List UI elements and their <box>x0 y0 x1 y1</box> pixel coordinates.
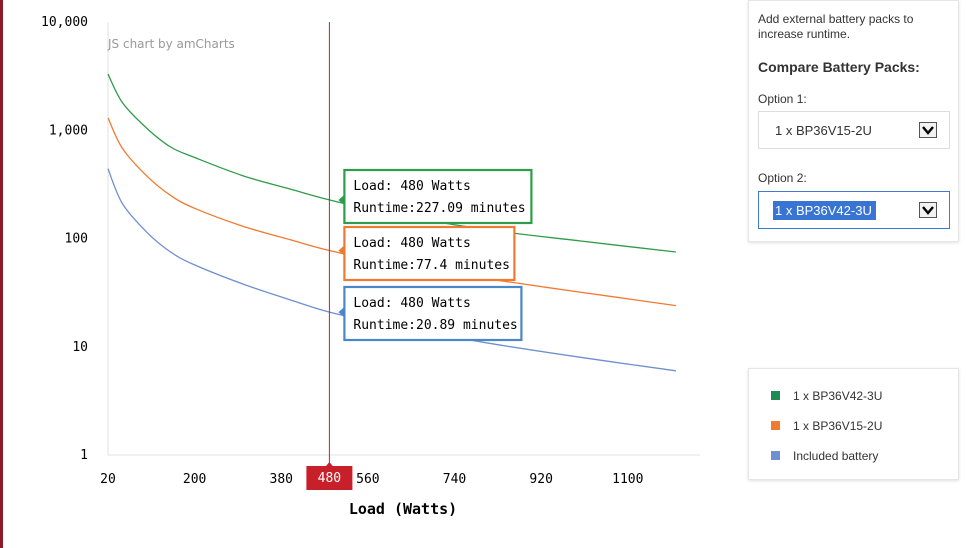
tooltip-pointer <box>338 244 346 257</box>
tooltip-runtime: Runtime:77.4 minutes <box>353 258 510 273</box>
tooltip-pointer <box>338 193 346 206</box>
tooltip-box <box>343 285 523 342</box>
series-line-0 <box>107 73 676 253</box>
option1-label: Option 1: <box>758 92 807 106</box>
tooltip-load: Load: 480 Watts <box>353 179 470 194</box>
option2-label: Option 2: <box>758 171 807 185</box>
y-tick-label: 1,000 <box>49 123 88 138</box>
chart-cursor: 480 <box>306 22 353 490</box>
tooltip-box <box>343 225 516 282</box>
tooltip-box <box>343 168 533 225</box>
chart-grid <box>107 22 700 456</box>
x-axis-title: Load (Watts) <box>349 500 457 518</box>
tooltip-load: Load: 480 Watts <box>353 236 470 251</box>
chart-legend: 1 x BP36V42-3U 1 x BP36V15-2U Included b… <box>748 368 959 480</box>
legend-label: 1 x BP36V15-2U <box>793 419 883 433</box>
tooltip-runtime: Runtime:227.09 minutes <box>353 201 525 216</box>
x-axis-ticks: 20 200 380 560 740 920 1100 <box>100 472 643 487</box>
tooltip-load: Load: 480 Watts <box>353 296 470 311</box>
option2-value: 1 x BP36V42-3U <box>773 201 876 220</box>
x-tick-label: 380 <box>270 472 293 487</box>
series-line-1 <box>107 117 676 307</box>
x-tick-label: 560 <box>356 472 379 487</box>
battery-compare-panel: Add external battery packs to increase r… <box>748 0 959 242</box>
y-tick-label: 10,000 <box>41 15 88 30</box>
legend-swatch <box>771 421 780 430</box>
legend-label: Included battery <box>793 449 879 463</box>
panel-intro: Add external battery packs to increase r… <box>758 12 914 41</box>
legend-swatch <box>771 451 780 460</box>
tooltip-pointer <box>338 306 346 319</box>
legend-swatch <box>771 391 780 400</box>
y-tick-label: 10 <box>72 340 88 355</box>
option2-select[interactable]: 1 x BP36V42-3U <box>758 191 950 229</box>
tooltip-runtime: Runtime:20.89 minutes <box>353 318 517 333</box>
chevron-down-icon[interactable] <box>919 202 937 218</box>
legend-label: 1 x BP36V42-3U <box>793 389 883 403</box>
y-tick-label: 100 <box>65 232 88 247</box>
series-line-2 <box>107 168 676 372</box>
y-axis-ticks: 10,000 1,000 100 10 1 <box>41 15 88 463</box>
x-tick-label: 1100 <box>612 472 643 487</box>
chevron-down-icon[interactable] <box>919 122 937 138</box>
runtime-chart: JS chart by amCharts 10,000 1,000 100 10 1 2… <box>41 15 700 518</box>
page-left-border <box>0 0 3 548</box>
x-tick-label: 740 <box>443 472 466 487</box>
chart-credit[interactable]: JS chart by amCharts <box>107 37 235 51</box>
cursor-label: 480 <box>318 471 341 486</box>
series-lines <box>107 73 676 372</box>
option1-value: 1 x BP36V15-2U <box>775 123 872 138</box>
x-tick-label: 20 <box>100 472 116 487</box>
y-tick-label: 1 <box>80 448 88 463</box>
option1-select[interactable]: 1 x BP36V15-2U <box>758 111 950 149</box>
cursor-label-bg <box>306 466 353 490</box>
x-tick-label: 920 <box>529 472 552 487</box>
compare-title: Compare Battery Packs: <box>758 59 920 75</box>
tooltips: Load: 480 Watts Runtime:227.09 minutes Loa… <box>338 168 533 342</box>
x-tick-label: 200 <box>183 472 206 487</box>
